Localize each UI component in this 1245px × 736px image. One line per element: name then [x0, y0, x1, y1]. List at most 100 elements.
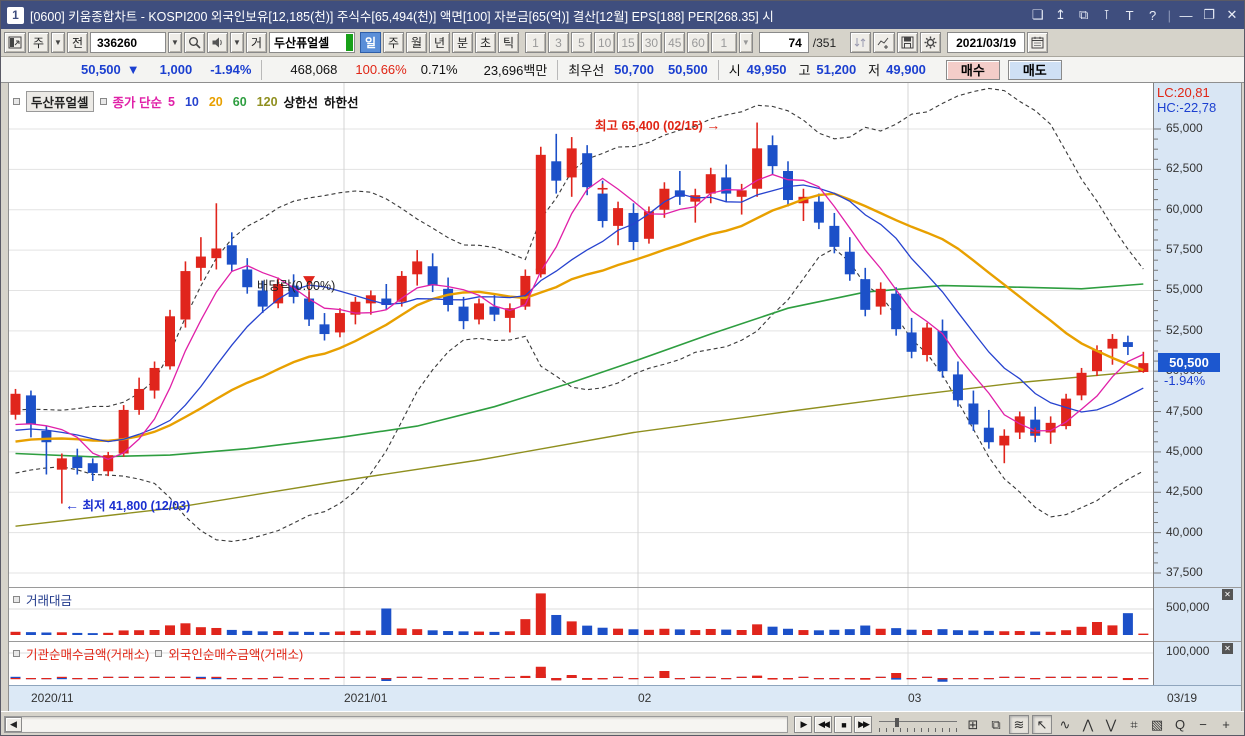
- horizontal-scrollbar[interactable]: ◀: [4, 716, 788, 733]
- candle[interactable]: [304, 298, 315, 320]
- save-icon[interactable]: [897, 32, 919, 53]
- volume-chart[interactable]: [9, 588, 1153, 641]
- candle[interactable]: [87, 463, 98, 473]
- interval-button-10[interactable]: 10: [594, 32, 616, 53]
- candle[interactable]: [412, 261, 423, 275]
- legend-checkbox-icon[interactable]: [13, 596, 20, 603]
- candle[interactable]: [813, 201, 824, 223]
- candle[interactable]: [180, 271, 191, 320]
- candle[interactable]: [396, 275, 407, 302]
- pattern-select-icon[interactable]: ≋: [1009, 715, 1029, 734]
- legend-checkbox-icon[interactable]: [13, 98, 20, 105]
- trend-analysis-icon[interactable]: ∿: [1059, 716, 1071, 732]
- candle[interactable]: [643, 211, 654, 239]
- candle[interactable]: [257, 290, 268, 307]
- netbuy-panel-close-icon[interactable]: ✕: [1222, 643, 1233, 654]
- volume-panel-close-icon[interactable]: ✕: [1222, 589, 1233, 600]
- calendar-icon[interactable]: [1027, 32, 1049, 53]
- candle[interactable]: [226, 245, 237, 265]
- stop-button[interactable]: ■: [834, 716, 852, 733]
- align-top-icon[interactable]: ↥: [1055, 7, 1067, 22]
- zoom-in-icon[interactable]: +: [1222, 717, 1230, 732]
- tab-period-초[interactable]: 초: [475, 32, 496, 53]
- cascade-windows-icon[interactable]: ⧉: [991, 716, 1001, 732]
- legend-checkbox-icon[interactable]: [99, 98, 107, 105]
- candle[interactable]: [752, 148, 763, 189]
- crosshair-cursor-icon[interactable]: ↖: [1032, 715, 1052, 734]
- candle[interactable]: [566, 148, 577, 178]
- minimize-icon[interactable]: —: [1179, 7, 1193, 23]
- candle[interactable]: [860, 279, 871, 310]
- scroll-left-button[interactable]: ◀: [5, 717, 22, 732]
- candle[interactable]: [458, 306, 469, 322]
- buy-button[interactable]: 매수: [945, 59, 1000, 80]
- interval-button-1[interactable]: 1: [525, 32, 546, 53]
- candle[interactable]: [767, 145, 778, 167]
- price-axis[interactable]: 65,00062,50060,00057,50055,00052,50050,0…: [1153, 83, 1241, 685]
- help-icon[interactable]: ?: [1148, 7, 1157, 23]
- tool-chart-icon[interactable]: ⌗: [1130, 716, 1138, 732]
- settings-gear-icon[interactable]: [920, 32, 942, 53]
- candle[interactable]: [211, 248, 222, 259]
- volume-pane[interactable]: 거래대금: [9, 587, 1153, 641]
- tab-period-분[interactable]: 분: [452, 32, 473, 53]
- fast-forward-button[interactable]: ▶▶: [854, 716, 872, 733]
- date-field[interactable]: 2021/03/19: [947, 32, 1026, 53]
- candle[interactable]: [381, 298, 392, 305]
- title-bar[interactable]: 1 [0600] 키움종합차트 - KOSPI200 외국인보유[12,185(…: [1, 1, 1244, 29]
- candle[interactable]: [118, 409, 129, 454]
- pin-icon[interactable]: ⊺: [1103, 7, 1110, 22]
- candle[interactable]: [443, 288, 454, 305]
- stock-code-dropdown-icon[interactable]: ▼: [168, 32, 182, 53]
- interval-button-15[interactable]: 15: [617, 32, 639, 53]
- interval-button-60[interactable]: 60: [687, 32, 709, 53]
- interval-button-30[interactable]: 30: [640, 32, 663, 53]
- candle[interactable]: [242, 269, 253, 288]
- trading-view-button[interactable]: 거: [246, 32, 267, 53]
- candle[interactable]: [41, 430, 52, 443]
- zoom-out-icon[interactable]: −: [1199, 717, 1207, 732]
- legend-stock-name[interactable]: 두산퓨얼셀: [26, 91, 94, 112]
- candle[interactable]: [1138, 363, 1149, 372]
- candle[interactable]: [1061, 398, 1072, 427]
- slider-thumb[interactable]: [895, 718, 899, 727]
- speed-slider[interactable]: [879, 718, 957, 732]
- candle[interactable]: [10, 393, 21, 415]
- tab-period-일[interactable]: 일: [360, 32, 381, 53]
- candle[interactable]: [952, 374, 963, 401]
- candle[interactable]: [1076, 372, 1087, 396]
- candle[interactable]: [319, 324, 330, 335]
- tab-period-년[interactable]: 년: [429, 32, 450, 53]
- close-icon[interactable]: ✕: [1226, 7, 1238, 22]
- candle[interactable]: [875, 288, 886, 307]
- interval-button-45[interactable]: 45: [664, 32, 686, 53]
- price-chart[interactable]: [9, 83, 1153, 587]
- candle[interactable]: [721, 177, 732, 194]
- wave-high-icon[interactable]: ⋁: [1105, 716, 1117, 732]
- sell-button[interactable]: 매도: [1007, 59, 1062, 80]
- play-button[interactable]: ▶: [794, 716, 812, 733]
- stock-code-input[interactable]: [95, 34, 161, 51]
- interval-combo[interactable]: 1: [710, 32, 737, 53]
- candle[interactable]: [520, 275, 531, 307]
- wave-low-icon[interactable]: ⋀: [1082, 716, 1094, 732]
- interval-button-5[interactable]: 5: [571, 32, 592, 53]
- candle[interactable]: [968, 403, 979, 425]
- compare-arrows-icon[interactable]: [850, 32, 872, 53]
- search-button[interactable]: [184, 32, 205, 53]
- grid-add-icon[interactable]: ⊞: [967, 716, 979, 732]
- prev-stock-button[interactable]: 전: [67, 32, 88, 53]
- sound-dropdown-icon[interactable]: ▼: [230, 32, 244, 53]
- stock-name-field[interactable]: 두산퓨얼셀: [269, 32, 355, 53]
- popout-icon[interactable]: ❏: [1031, 7, 1044, 22]
- interval-button-3[interactable]: 3: [548, 32, 569, 53]
- candle[interactable]: [891, 293, 902, 330]
- candle[interactable]: [288, 285, 299, 297]
- price-chart-pane[interactable]: 두산퓨얼셀 종가 단순 5 10 20 60 120 상한선 하한선 최고 65,400…: [9, 83, 1153, 587]
- candle[interactable]: [983, 427, 994, 443]
- legend-checkbox-icon[interactable]: [13, 650, 20, 657]
- candle[interactable]: [504, 308, 515, 318]
- candle[interactable]: [365, 295, 376, 304]
- candle[interactable]: [1122, 342, 1133, 347]
- candle[interactable]: [350, 301, 361, 315]
